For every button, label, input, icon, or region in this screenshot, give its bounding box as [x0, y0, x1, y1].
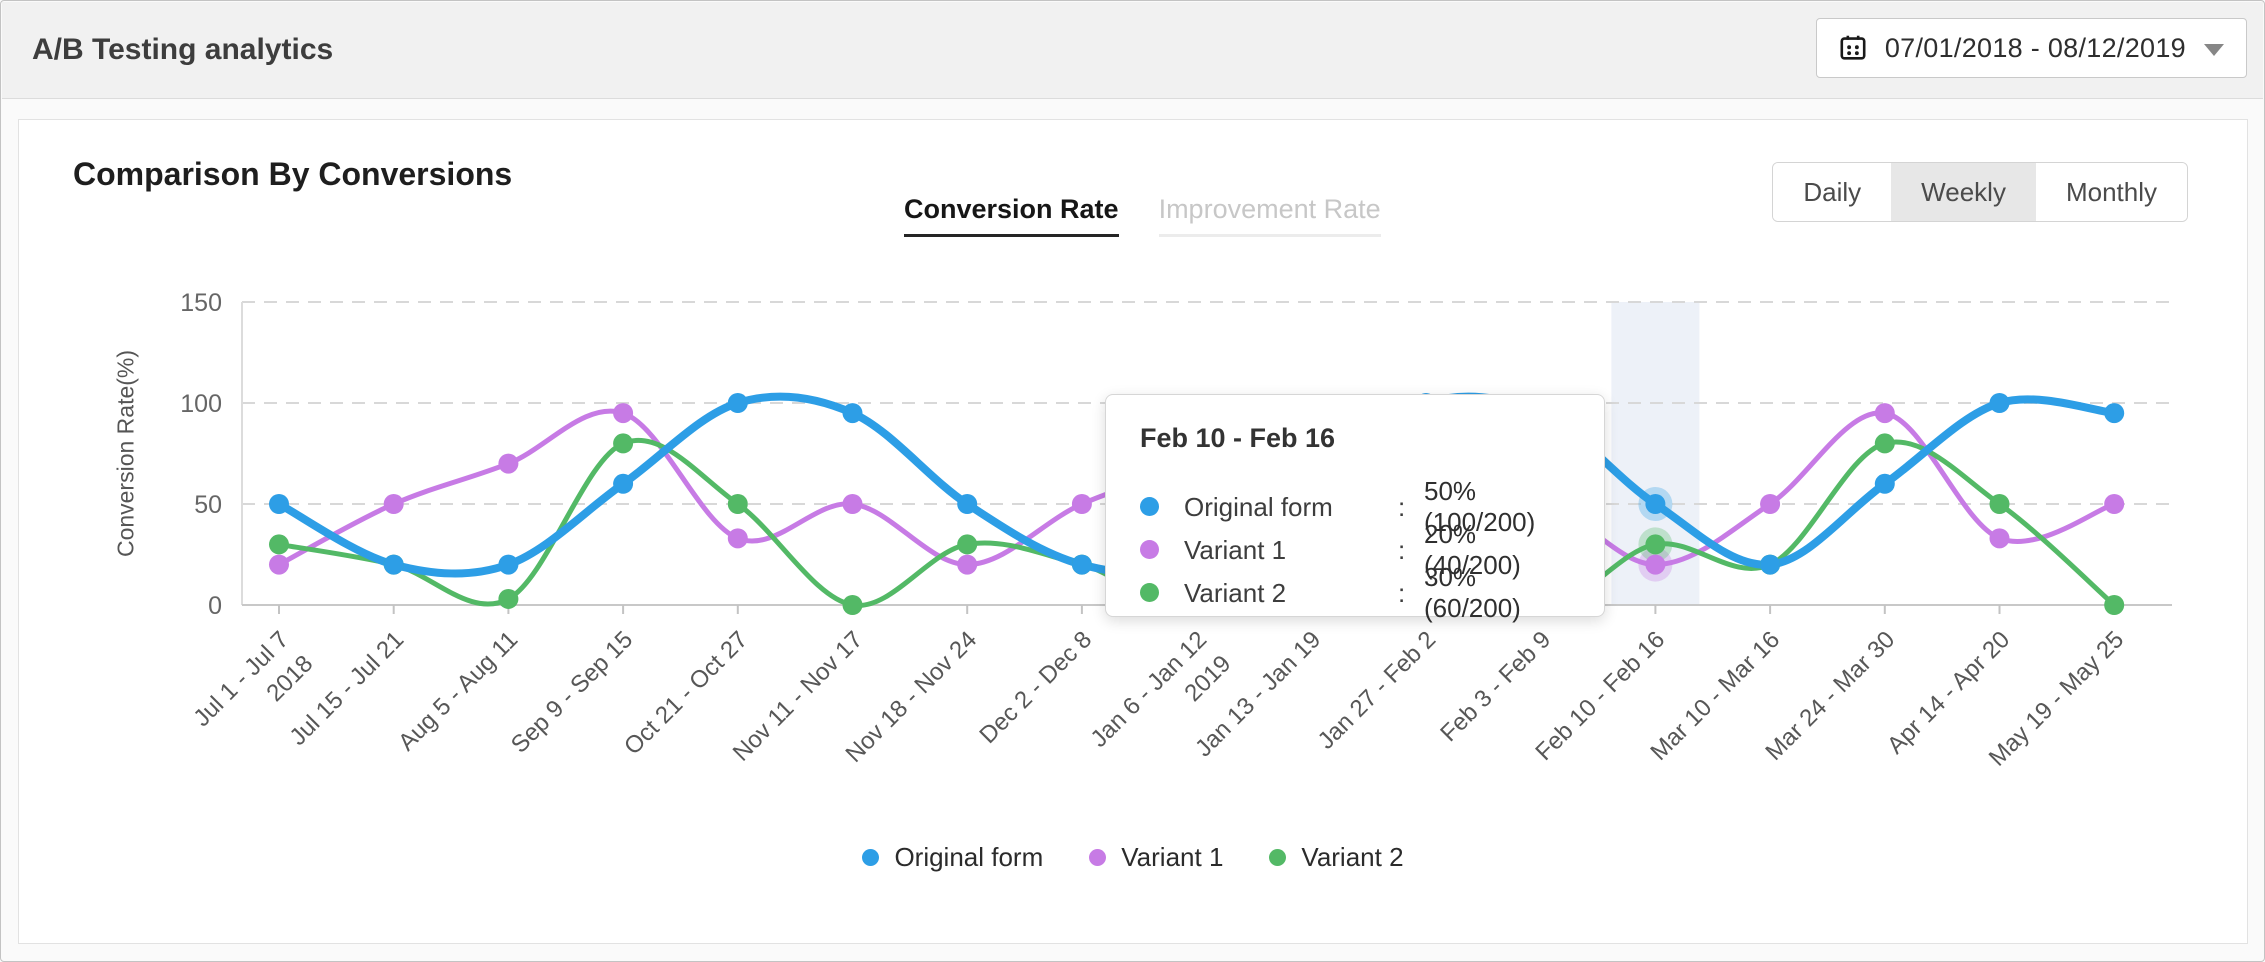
data-point-variant-1[interactable] [842, 494, 863, 514]
y-tick-label: 150 [180, 289, 222, 317]
date-range-picker[interactable]: 07/01/2018 - 08/12/2019 [1815, 18, 2247, 78]
data-point-variant-2[interactable] [498, 588, 519, 609]
metric-tabs: Conversion Rate Improvement Rate [904, 194, 1381, 237]
y-tick-label: 0 [208, 592, 222, 620]
tooltip-title: Feb 10 - Feb 16 [1140, 423, 1336, 453]
calendar-icon [1839, 34, 1867, 62]
tooltip-series-name: Variant 1 [1184, 534, 1287, 565]
data-point-variant-1[interactable] [1645, 554, 1666, 575]
tooltip-series-name: Original form [1184, 491, 1333, 522]
monthly-button[interactable]: Monthly [2035, 163, 2187, 221]
daily-button[interactable]: Daily [1773, 163, 1892, 221]
data-point-variant-1[interactable] [383, 494, 404, 514]
data-point-variant-2[interactable] [613, 433, 634, 454]
original-form-dot-icon [862, 849, 880, 866]
data-point-original-form[interactable] [383, 554, 404, 575]
granularity-button-group: Daily Weekly Monthly [1772, 162, 2188, 222]
y-axis-title: Conversion Rate(%) [112, 349, 139, 558]
variant-1-dot-icon [1140, 539, 1159, 559]
data-point-original-form[interactable] [613, 473, 634, 494]
data-point-original-form[interactable] [1989, 393, 2010, 413]
data-point-variant-2[interactable] [1989, 494, 2010, 514]
data-point-original-form[interactable] [1071, 554, 1092, 575]
data-point-variant-1[interactable] [957, 554, 978, 575]
y-tick-label: 100 [180, 390, 222, 418]
tooltip-row: Variant 1 : 20% (40/200) [1140, 519, 1570, 580]
legend-item-original-form[interactable]: Original form [862, 842, 1043, 873]
data-point-variant-1[interactable] [1989, 528, 2010, 549]
tab-improvement-rate[interactable]: Improvement Rate [1158, 194, 1381, 237]
tooltip-series-name: Variant 2 [1184, 577, 1287, 608]
weekly-button[interactable]: Weekly [1891, 163, 2036, 221]
chart-tooltip: Feb 10 - Feb 16 Original form : 50% (100… [1105, 394, 1605, 623]
data-point-variant-1[interactable] [727, 528, 748, 549]
legend-label: Variant 1 [1121, 842, 1224, 872]
data-point-variant-2[interactable] [1645, 534, 1666, 555]
data-point-variant-1[interactable] [613, 403, 634, 424]
data-point-original-form[interactable] [498, 554, 519, 575]
variant-1-dot-icon [1089, 849, 1107, 866]
chart-legend: Original form Variant 1 Variant 2 [19, 842, 2247, 873]
date-range-text: 07/01/2018 - 08/12/2019 [1884, 32, 2186, 63]
data-point-variant-1[interactable] [2104, 494, 2125, 514]
y-tick-label: 50 [194, 491, 222, 519]
data-point-original-form[interactable] [2104, 403, 2125, 424]
data-point-variant-2[interactable] [957, 534, 978, 555]
page-title: A/B Testing analytics [32, 33, 334, 66]
legend-item-variant-2[interactable]: Variant 2 [1269, 842, 1404, 873]
data-point-variant-1[interactable] [1071, 494, 1092, 514]
tooltip-series-value: 20% (40/200) [1424, 519, 1521, 580]
tooltip-separator: : [1398, 534, 1406, 565]
data-point-original-form[interactable] [957, 494, 978, 514]
data-point-variant-1[interactable] [1874, 403, 1895, 424]
chevron-down-icon [2204, 43, 2224, 56]
panel-title: Comparison By Conversions [73, 156, 513, 192]
legend-item-variant-1[interactable]: Variant 1 [1089, 842, 1223, 873]
data-point-variant-2[interactable] [2104, 595, 2125, 615]
data-point-original-form[interactable] [727, 393, 748, 413]
tooltip-row: Original form : 50% (100/200) [1140, 476, 1570, 537]
legend-label: Variant 2 [1301, 842, 1404, 872]
data-point-variant-2[interactable] [727, 494, 748, 514]
data-point-original-form[interactable] [842, 403, 863, 424]
data-point-original-form[interactable] [1874, 473, 1895, 494]
data-point-variant-1[interactable] [269, 554, 289, 575]
variant-2-dot-icon [1269, 849, 1287, 866]
data-point-original-form[interactable] [1645, 494, 1666, 514]
legend-label: Original form [894, 842, 1044, 872]
data-point-original-form[interactable] [1760, 554, 1781, 575]
data-point-variant-2[interactable] [1874, 433, 1895, 454]
tooltip-row: Variant 2 : 30% (60/200) [1140, 562, 1570, 623]
original-form-dot-icon [1140, 496, 1159, 516]
comparison-panel: Comparison By Conversions Conversion Rat… [18, 119, 2248, 944]
data-point-variant-1[interactable] [498, 453, 519, 474]
data-point-original-form[interactable] [269, 494, 289, 514]
tab-conversion-rate[interactable]: Conversion Rate [904, 194, 1119, 237]
tooltip-separator: : [1398, 491, 1406, 522]
data-point-variant-2[interactable] [269, 534, 289, 555]
page-header: A/B Testing analytics 07/01/2018 - 08/12… [2, 2, 2263, 99]
tooltip-series-value: 30% (60/200) [1424, 562, 1521, 623]
variant-2-dot-icon [1140, 582, 1159, 602]
data-point-variant-1[interactable] [1760, 494, 1781, 514]
data-point-variant-2[interactable] [842, 595, 863, 615]
tooltip-separator: : [1398, 577, 1406, 608]
tooltip-series-value: 50% (100/200) [1424, 476, 1536, 537]
